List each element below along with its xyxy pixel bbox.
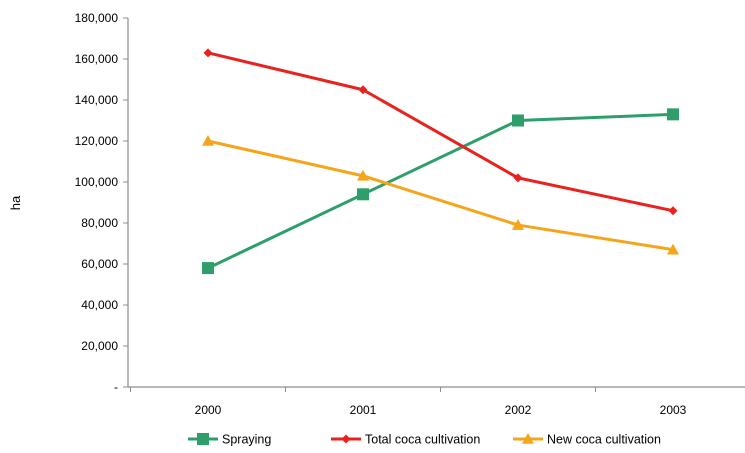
y-tick-label: 20,000: [81, 339, 118, 353]
data-point-total-coca-cultivation: [358, 85, 368, 95]
legend-label: New coca cultivation: [547, 433, 661, 447]
data-point-spraying: [667, 108, 679, 121]
x-tick-label: 2002: [505, 403, 532, 417]
series-line-total-coca-cultivation: [207, 51, 674, 213]
y-tick-label: 160,000: [75, 52, 119, 66]
data-point-spraying: [357, 188, 369, 201]
x-tick-label: 2003: [660, 403, 687, 417]
x-tick-labels: 2000 2001 2002 2003: [195, 403, 687, 417]
series-total-coca-cultivation: [203, 48, 678, 216]
y-tick-label: 140,000: [75, 93, 119, 107]
data-point-new-coca-cultivation: [202, 135, 214, 146]
legend-swatch-marker: [522, 433, 534, 444]
legend-label: Spraying: [222, 433, 271, 447]
y-axis-title: ha: [8, 195, 23, 210]
series-line-new-coca-cultivation: [207, 139, 674, 252]
series-spraying: [202, 108, 679, 275]
legend-label: Total coca cultivation: [365, 433, 480, 447]
data-point-new-coca-cultivation: [357, 169, 369, 181]
y-tick-label: 40,000: [81, 298, 118, 312]
y-tick-label: 100,000: [75, 175, 119, 189]
x-tick-label: 2000: [195, 403, 222, 417]
series-lines: [202, 48, 679, 275]
legend-swatch-marker: [341, 434, 351, 444]
y-tick-label: 80,000: [81, 216, 118, 230]
legend-item-total-coca-cultivation: Total coca cultivation: [331, 433, 480, 447]
data-point-total-coca-cultivation: [513, 173, 523, 183]
y-tick-label: 180,000: [75, 11, 119, 25]
data-point-new-coca-cultivation: [667, 243, 679, 255]
y-tick-label: 120,000: [75, 134, 119, 148]
y-tick-label: -: [114, 380, 118, 394]
series-new-coca-cultivation: [202, 135, 679, 255]
data-point-total-coca-cultivation: [668, 206, 678, 216]
axes: [123, 17, 745, 392]
y-tick-labels: - 20,000 40,000 60,000 80,000 100,000 120,000 1…: [75, 11, 119, 394]
y-tick-label: 60,000: [81, 257, 118, 271]
data-point-total-coca-cultivation: [203, 48, 213, 58]
data-point-spraying: [202, 262, 214, 275]
data-point-new-coca-cultivation: [512, 219, 524, 230]
legend-item-new-coca-cultivation: New coca cultivation: [513, 433, 661, 447]
series-line-spraying: [207, 112, 674, 270]
legend: Spraying Total coca cultivation New coca c…: [188, 433, 661, 447]
legend-item-spraying: Spraying: [188, 433, 271, 447]
x-tick-label: 2001: [350, 403, 377, 417]
data-point-spraying: [512, 114, 524, 127]
legend-swatch-marker: [197, 433, 209, 445]
